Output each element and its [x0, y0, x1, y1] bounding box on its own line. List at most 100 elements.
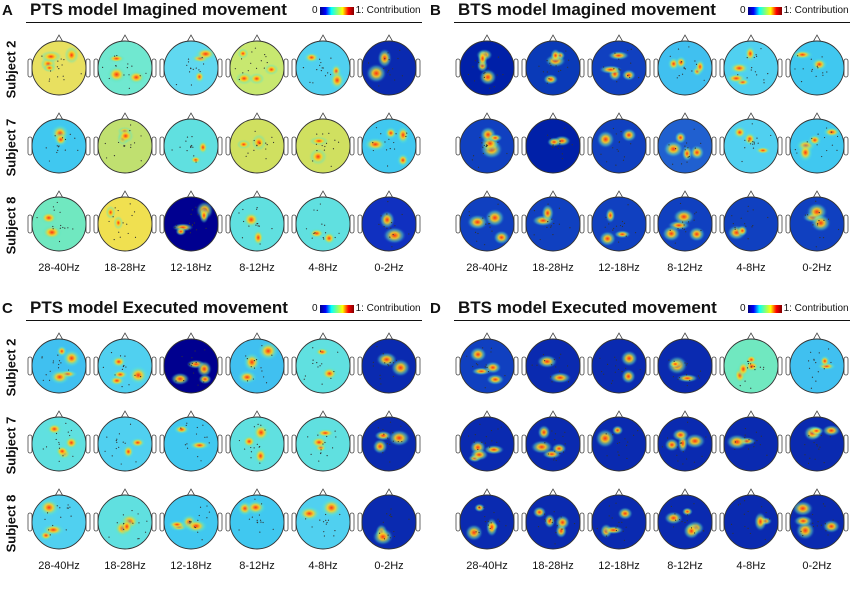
- electrode-dot: [302, 66, 305, 69]
- electrode-dot: [770, 134, 772, 137]
- electrode-dot: [247, 152, 249, 154]
- electrode-dot: [259, 462, 261, 464]
- electrode-dot: [820, 434, 822, 437]
- electrode-dot: [259, 243, 261, 245]
- hotspot: [372, 527, 394, 546]
- hotspot: [396, 125, 410, 145]
- electrode-dot: [138, 522, 140, 524]
- electrode-dot: [272, 141, 275, 144]
- electrode-dot: [549, 137, 551, 140]
- electrode-dot: [482, 146, 484, 148]
- electrode-dot: [134, 374, 136, 376]
- electrode-dot: [258, 514, 261, 516]
- electrode-dot: [319, 350, 322, 352]
- hotspot: [396, 153, 410, 168]
- title-rule: [26, 320, 422, 321]
- ear-left: [291, 214, 297, 234]
- electrode-dot: [140, 135, 142, 137]
- electrode-dot: [123, 528, 125, 530]
- electrode-dot: [674, 242, 676, 244]
- electrode-dot: [826, 71, 828, 73]
- hotspot: [671, 428, 690, 442]
- hotspot: [175, 227, 187, 236]
- electrode-dot: [677, 460, 679, 462]
- electrode-dot: [48, 160, 51, 162]
- nose: [812, 488, 822, 497]
- activation-blobs: [303, 347, 339, 385]
- hotspot: [236, 139, 252, 150]
- hotspot: [42, 63, 57, 73]
- electrode-dot: [817, 67, 819, 69]
- electrode-dot: [52, 362, 54, 364]
- electrode-dot: [242, 208, 244, 211]
- electrode-dot: [271, 136, 273, 138]
- colorbar-min: 0: [740, 303, 746, 314]
- hotspot: [38, 498, 61, 517]
- electrode-dot: [238, 212, 240, 214]
- ear-left: [653, 136, 659, 156]
- electrode-dot: [561, 158, 563, 160]
- electrode-dot: [617, 150, 619, 152]
- hotspot: [126, 69, 147, 85]
- ear-right: [283, 512, 289, 532]
- electrode-dot: [564, 443, 566, 445]
- electrode-dot: [685, 374, 688, 376]
- electrode-dot: [48, 379, 51, 381]
- activation-blobs: [42, 422, 80, 462]
- electrode-dot: [208, 442, 210, 444]
- electrode-dot: [765, 511, 767, 514]
- hotspot: [487, 133, 503, 143]
- electrode-dot: [389, 74, 391, 76]
- ear-right: [711, 58, 717, 78]
- scalp-disc: [295, 338, 351, 394]
- ear-right: [843, 214, 849, 234]
- electrode-dot: [248, 518, 251, 520]
- nose: [614, 488, 624, 497]
- electrode-dot: [569, 227, 571, 229]
- electrode-dot: [600, 370, 603, 373]
- electrode-dot: [744, 437, 746, 439]
- electrode-dot: [110, 351, 113, 354]
- electrode-dot: [255, 67, 258, 69]
- electrode-dot: [754, 442, 756, 444]
- electrode-dot: [379, 378, 381, 380]
- electrode-dot: [802, 68, 804, 70]
- electrode-dot: [551, 218, 553, 220]
- nose: [186, 34, 196, 43]
- scalp-map: [785, 112, 849, 174]
- electrode-dot: [59, 227, 61, 229]
- electrode-dot: [337, 351, 339, 353]
- electrode-dot: [324, 75, 327, 77]
- electrode-dot: [679, 202, 682, 205]
- hotspot: [196, 360, 213, 378]
- electrode-dot: [831, 144, 833, 146]
- electrode-dot: [118, 433, 120, 435]
- hotspot: [682, 522, 700, 540]
- electrode-dot: [56, 145, 58, 147]
- electrode-dot: [259, 519, 262, 521]
- activation-blobs: [171, 136, 209, 165]
- electrode-dot: [386, 513, 388, 515]
- nose: [54, 190, 64, 199]
- electrode-dot: [497, 203, 499, 205]
- ear-left: [455, 136, 461, 156]
- hotspot: [725, 73, 747, 84]
- activation-blobs: [236, 130, 275, 160]
- nose: [384, 410, 394, 419]
- frequency-label: 0-2Hz: [802, 560, 832, 572]
- electrode-dot: [818, 219, 820, 222]
- electrode-dot: [315, 143, 318, 145]
- electrode-dot: [131, 214, 133, 217]
- nose: [746, 190, 756, 199]
- electrode-dot: [818, 352, 820, 354]
- electrode-dot: [57, 149, 59, 151]
- activation-blobs: [108, 509, 148, 540]
- electrode-dot: [175, 83, 178, 86]
- electrode-dot: [691, 70, 693, 72]
- ear-left: [719, 356, 725, 376]
- electrode-dot: [248, 225, 250, 227]
- electrode-dot: [621, 225, 624, 228]
- scalp-map: [653, 332, 717, 394]
- electrode-dot: [479, 423, 481, 425]
- scalp-map: [27, 332, 91, 394]
